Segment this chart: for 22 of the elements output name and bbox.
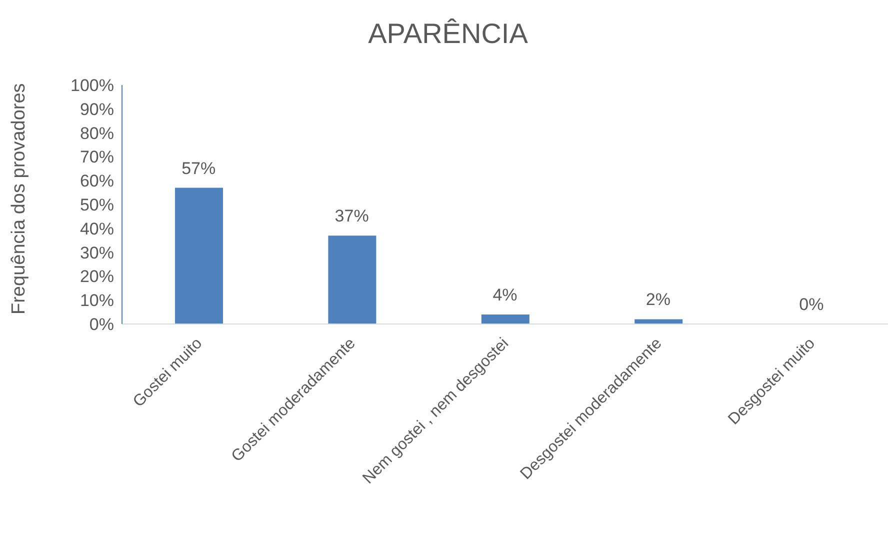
data-label: 2%	[646, 290, 670, 310]
y-tick-label: 40%	[80, 219, 114, 238]
bar	[481, 314, 530, 324]
data-label: 0%	[799, 295, 824, 314]
bar	[328, 236, 376, 324]
y-tick-label: 70%	[80, 148, 114, 167]
y-tick-label: 30%	[80, 243, 114, 262]
y-tick-label: 60%	[80, 172, 114, 191]
y-tick-label: 100%	[70, 76, 114, 96]
y-tick-label: 50%	[80, 196, 114, 215]
y-tick-label: 90%	[80, 100, 114, 119]
y-axis-title: Frequência dos provadores	[8, 83, 30, 314]
data-label: 37%	[334, 206, 369, 226]
bar	[175, 188, 223, 324]
y-tick-label: 80%	[80, 124, 114, 143]
chart-title: APARÊNCIA	[367, 18, 529, 50]
data-label: 4%	[492, 285, 518, 304]
y-tick-label: 0%	[89, 315, 114, 334]
y-tick-label: 10%	[80, 291, 114, 310]
y-tick-label: 20%	[80, 267, 114, 286]
data-label: 57%	[182, 158, 216, 178]
bar	[634, 319, 683, 324]
